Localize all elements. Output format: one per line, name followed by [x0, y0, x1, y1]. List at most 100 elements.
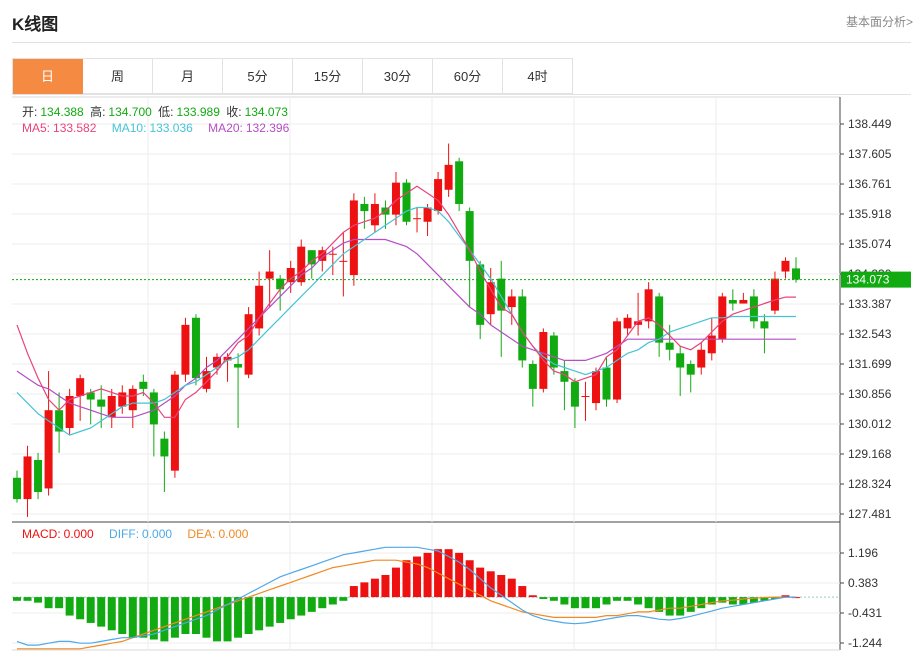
candle-body [560, 371, 569, 382]
macd-bar [202, 597, 211, 638]
tab-month[interactable]: 月 [153, 59, 223, 94]
macd-bar [655, 597, 664, 612]
candle-body [770, 278, 779, 311]
macd-bar [707, 597, 716, 605]
tab-15min[interactable]: 15分 [293, 59, 363, 94]
candle-body [497, 278, 506, 311]
macd-bar [528, 595, 537, 598]
dea-label: DEA: [187, 527, 216, 541]
macd-bar [149, 597, 158, 640]
macd-bar [476, 567, 485, 598]
diff-label: DIFF: [109, 527, 140, 541]
fundamental-analysis-link[interactable]: 基本面分析> [845, 15, 913, 29]
macd-bar [507, 578, 516, 598]
ma20-value: 132.396 [245, 121, 290, 135]
candle-body [739, 299, 748, 304]
macd-bar [760, 597, 769, 601]
price-tick-label: 128.324 [848, 477, 892, 491]
macd-bar [360, 582, 369, 598]
macd-tick-label: -0.431 [848, 606, 882, 620]
macd-bar [423, 552, 432, 598]
candle-body [792, 268, 800, 280]
candle-body [318, 250, 327, 261]
macd-bar [244, 597, 253, 634]
candle-body [570, 381, 579, 407]
tab-60min[interactable]: 60分 [433, 59, 503, 94]
macd-bar [781, 595, 790, 598]
macd-bar [570, 597, 579, 609]
macd-bar [602, 597, 611, 605]
candle-body [265, 271, 274, 279]
candle-body [118, 392, 127, 407]
candle-body [507, 296, 516, 308]
macd-bar [97, 597, 106, 627]
candle-body [276, 278, 285, 290]
ma5-line [16, 185, 796, 418]
candle-body [455, 161, 464, 204]
macd-bar [665, 597, 674, 616]
macd-info: MACD: 0.000 DIFF: 0.000 DEA: 0.000 [22, 527, 251, 541]
candle-body [191, 317, 200, 379]
tab-30min[interactable]: 30分 [363, 59, 433, 94]
macd-bar [623, 597, 632, 601]
macd-bar [391, 567, 400, 598]
tab-week[interactable]: 周 [83, 59, 153, 94]
macd-bar [770, 597, 779, 599]
macd-bar [486, 571, 495, 598]
candle-body [97, 399, 106, 407]
ma5-label: MA5: [22, 121, 51, 135]
tab-4hour[interactable]: 4时 [503, 59, 573, 94]
ma10-line [16, 206, 796, 436]
tab-5min[interactable]: 5分 [223, 59, 293, 94]
candle-body [86, 392, 95, 400]
candle-body [76, 378, 85, 396]
tabs-divider [12, 94, 911, 95]
macd-bar [549, 597, 558, 601]
candle-body [149, 392, 158, 425]
macd-bar [676, 597, 685, 616]
candle-body [528, 363, 537, 389]
tab-day[interactable]: 日 [13, 59, 83, 94]
low-value: 133.989 [176, 105, 220, 119]
macd-bar [413, 556, 422, 598]
last-price-badge [841, 271, 911, 288]
candle-body [686, 363, 695, 375]
candle-body [444, 164, 453, 190]
candle-body [286, 267, 295, 283]
open-value: 134.388 [40, 105, 84, 119]
candle-body [591, 371, 600, 404]
candle-body [434, 179, 443, 212]
macd-bar [728, 597, 737, 605]
macd-bar [276, 597, 285, 623]
ma10-value: 133.036 [149, 121, 193, 135]
candle-body [297, 246, 306, 283]
candle-body [339, 260, 348, 262]
macd-tick-label: -1.244 [848, 636, 882, 650]
candle-body [518, 296, 527, 361]
candle-body [413, 218, 422, 220]
macd-bar [297, 597, 306, 616]
page-title: K线图 [12, 15, 59, 34]
macd-bar [560, 597, 569, 605]
dea-value: 0.000 [218, 527, 249, 541]
macd-bar [128, 597, 137, 638]
price-tick-label: 133.387 [848, 297, 892, 311]
candle-body [255, 285, 264, 329]
price-tick-label: 135.918 [848, 207, 892, 221]
close-value: 134.073 [244, 105, 288, 119]
candle-body [707, 335, 716, 354]
price-tick-label: 136.761 [848, 177, 892, 191]
candle-body [728, 299, 737, 304]
diff-value: 0.000 [142, 527, 173, 541]
candle-body [391, 182, 400, 215]
candle-body [423, 207, 432, 222]
macd-bar [739, 597, 748, 605]
candle-body [781, 260, 790, 272]
macd-bar [223, 597, 232, 642]
macd-bar [591, 597, 600, 609]
macd-bar [55, 597, 64, 609]
candle-body [244, 314, 253, 375]
price-tick-label: 132.543 [848, 327, 892, 341]
macd-bar [634, 597, 643, 605]
